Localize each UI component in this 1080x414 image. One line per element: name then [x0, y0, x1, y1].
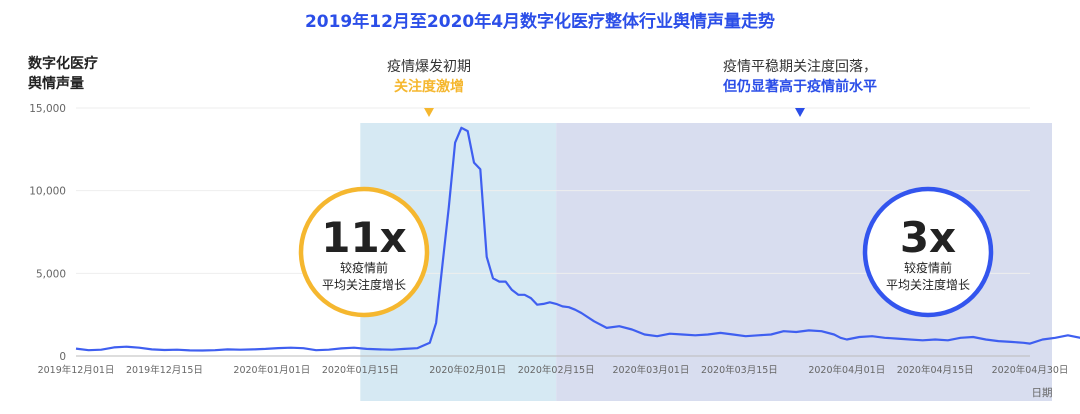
- yellow-triangle-marker: [424, 108, 434, 117]
- x-tick-label: 2019年12月15日: [126, 364, 203, 376]
- x-tick-label: 2020年01月15日: [322, 364, 399, 376]
- badge-3x-line1: 较疫情前: [904, 260, 952, 275]
- x-axis-ticks: 2019年12月01日 2019年12月15日 2020年01月01日 2020年01…: [38, 364, 1069, 376]
- badge-3x: 3x 较疫情前 平均关注度增长: [862, 186, 994, 318]
- annotation-stable-line1: 疫情平稳期关注度回落，: [723, 59, 877, 75]
- y-axis-label-line1: 数字化医疗: [28, 55, 98, 72]
- x-tick-label: 2020年02月15日: [518, 364, 595, 376]
- x-axis-label: 日期: [1032, 387, 1053, 399]
- y-tick-label: 15,000: [29, 103, 66, 115]
- y-tick-label: 0: [59, 351, 66, 363]
- series-line: [75, 126, 1080, 352]
- x-tick-label: 2020年01月01日: [233, 364, 310, 376]
- badge-3x-value: 3x: [900, 213, 956, 262]
- blue-triangle-marker: [795, 108, 805, 117]
- badge-11x-value: 11x: [321, 213, 407, 262]
- badge-11x-circle: [298, 186, 430, 318]
- y-tick-label: 10,000: [29, 186, 66, 198]
- annotation-early-line2: 关注度激增: [394, 78, 464, 95]
- x-tick-label: 2020年03月01日: [612, 364, 689, 376]
- x-tick-label: 2020年03月15日: [701, 364, 778, 376]
- y-axis-ticks: 0 5,000 10,000 15,000: [29, 103, 66, 363]
- badge-3x-circle: [862, 186, 994, 318]
- annotation-stable-line2: 但仍显著高于疫情前水平: [722, 78, 877, 95]
- x-tick-label: 2019年12月01日: [38, 364, 115, 376]
- y-axis-label-line2: 舆情声量: [28, 75, 84, 92]
- x-tick-label: 2020年02月01日: [429, 364, 506, 376]
- badge-11x-line1: 较疫情前: [340, 260, 388, 275]
- badge-3x-line2: 平均关注度增长: [886, 277, 970, 292]
- badge-11x-line2: 平均关注度增长: [322, 277, 406, 292]
- y-tick-label: 5,000: [36, 268, 66, 280]
- badge-11x: 11x 较疫情前 平均关注度增长: [298, 186, 430, 318]
- x-tick-label: 2020年04月01日: [808, 364, 885, 376]
- chart-title: 2019年12月至2020年4月数字化医疗整体行业舆情声量走势: [305, 11, 775, 32]
- x-tick-label: 2020年04月30日: [992, 364, 1069, 376]
- annotation-early-line1: 疫情爆发初期: [387, 58, 471, 75]
- x-tick-label: 2020年04月15日: [897, 364, 974, 376]
